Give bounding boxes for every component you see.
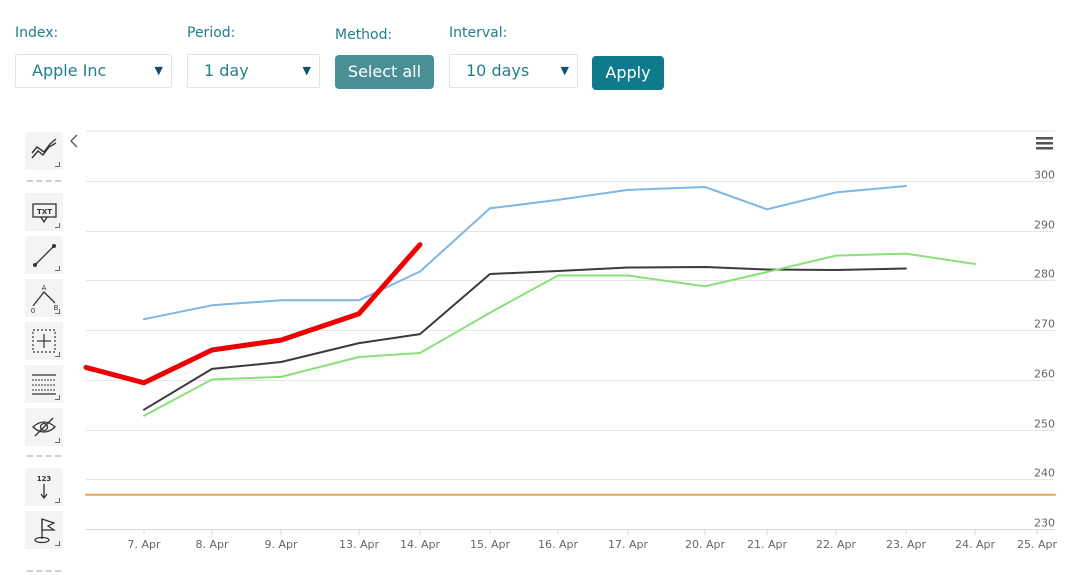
fibonacci-tool[interactable]: A 0 B [25,279,63,317]
indicators-tool[interactable] [25,132,63,170]
series-line-3 [83,242,423,386]
hide-visibility-icon [32,417,56,437]
svg-text:A: A [42,284,47,292]
x-tick-label: 15. Apr [470,538,510,551]
y-tick-label: 230 [1034,517,1055,530]
x-tick-label: 22. Apr [816,538,856,551]
chevron-down-icon: ▼ [560,64,569,77]
x-tick-label: 9. Apr [264,538,297,551]
period-select[interactable]: 1 day ▼ [187,54,320,88]
toolbar-separator [27,455,61,457]
y-tick-label: 270 [1034,318,1055,331]
y-tick-label: 280 [1034,268,1055,281]
interval-select[interactable]: 10 days ▼ [449,54,578,88]
chevron-down-icon: ▼ [302,64,311,77]
chevron-left-icon[interactable] [68,133,82,149]
x-tick-label: 20. Apr [685,538,725,551]
line-tool[interactable] [25,236,63,274]
line-tool-icon [33,244,56,267]
index-select[interactable]: Apple Inc ▼ [15,54,172,88]
index-label: Index: [15,25,59,41]
crosshair-measure-tool[interactable] [25,322,63,360]
crosshair-measure-icon [32,329,56,353]
y-tick-label: 250 [1034,418,1055,431]
x-tick-label: 13. Apr [339,538,379,551]
x-tick-label: 17. Apr [608,538,648,551]
price-label-icon: 123 [37,475,52,500]
flag-icon [34,518,56,544]
x-tick-label: 16. Apr [538,538,578,551]
text-annotation-tool[interactable]: TXT [25,193,63,231]
period-value: 1 day [204,61,249,80]
series-line-0 [143,185,907,321]
indicators-icon [31,138,57,159]
interval-value: 10 days [466,61,530,80]
hamburger-menu-icon[interactable] [1035,135,1055,151]
chevron-down-icon: ▼ [154,64,163,77]
flag-tool[interactable] [25,511,63,549]
toolbar-separator [27,570,61,572]
interval-label: Interval: [449,25,508,41]
svg-text:0: 0 [31,307,35,315]
method-label: Method: [335,27,393,43]
y-tick-label: 240 [1034,467,1055,480]
index-value: Apple Inc [32,61,107,80]
y-tick-label: 300 [1034,169,1055,182]
x-tick-label: 7. Apr [127,538,160,551]
x-tick-label: 25. Apr [1017,538,1057,551]
svg-text:TXT: TXT [37,208,52,216]
period-label: Period: [187,25,236,41]
series-line-2 [143,252,976,417]
x-tick-label: 21. Apr [747,538,787,551]
x-tick-label: 24. Apr [955,538,995,551]
grid-lines-icon [32,374,56,395]
grid-lines-tool[interactable] [25,365,63,403]
svg-text:123: 123 [37,475,52,483]
y-tick-label: 260 [1034,368,1055,381]
series-line-1 [143,266,907,411]
fibonacci-tool-icon: A 0 B [31,284,59,315]
x-tick-label: 14. Apr [400,538,440,551]
apply-button[interactable]: Apply [592,56,664,90]
y-tick-label: 290 [1034,219,1055,232]
svg-text:B: B [54,304,59,312]
x-tick-label: 23. Apr [886,538,926,551]
hide-visibility-tool[interactable] [25,408,63,446]
select-all-button[interactable]: Select all [335,55,434,89]
x-tick-label: 8. Apr [195,538,228,551]
toolbar-separator [27,180,61,182]
text-annotation-icon: TXT [32,203,57,224]
price-label-tool[interactable]: 123 [25,468,63,506]
